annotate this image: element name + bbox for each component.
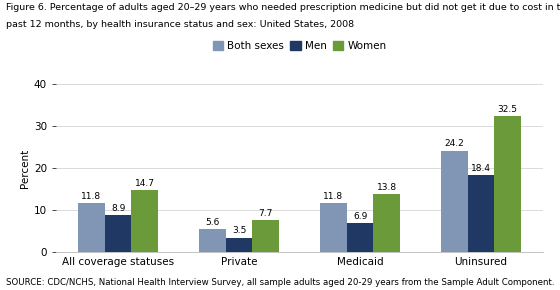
Bar xyxy=(468,175,494,252)
Bar xyxy=(374,194,400,252)
Text: 11.8: 11.8 xyxy=(324,192,343,201)
Bar xyxy=(441,151,468,252)
Bar xyxy=(320,203,347,252)
Text: SOURCE: CDC/NCHS, National Health Interview Survey, all sample adults aged 20-29: SOURCE: CDC/NCHS, National Health Interv… xyxy=(6,278,554,287)
Text: 13.8: 13.8 xyxy=(377,183,397,192)
Bar xyxy=(347,223,374,252)
Text: 7.7: 7.7 xyxy=(259,209,273,218)
Bar xyxy=(199,229,226,252)
Text: 14.7: 14.7 xyxy=(135,180,155,188)
Bar xyxy=(78,203,105,252)
Text: 18.4: 18.4 xyxy=(471,164,491,173)
Y-axis label: Percent: Percent xyxy=(20,148,30,188)
Bar xyxy=(494,116,521,252)
Bar xyxy=(253,220,279,252)
Legend: Both sexes, Men, Women: Both sexes, Men, Women xyxy=(211,39,389,53)
Text: 32.5: 32.5 xyxy=(498,104,518,113)
Text: Figure 6. Percentage of adults aged 20–29 years who needed prescription medicine: Figure 6. Percentage of adults aged 20–2… xyxy=(6,3,560,12)
Text: 5.6: 5.6 xyxy=(206,218,220,227)
Bar xyxy=(132,191,158,252)
Text: 24.2: 24.2 xyxy=(445,139,464,148)
Text: 6.9: 6.9 xyxy=(353,212,367,221)
Text: 3.5: 3.5 xyxy=(232,226,246,235)
Bar xyxy=(105,215,132,252)
Bar xyxy=(226,238,253,252)
Text: past 12 months, by health insurance status and sex: United States, 2008: past 12 months, by health insurance stat… xyxy=(6,20,354,29)
Text: 8.9: 8.9 xyxy=(111,204,125,213)
Text: 11.8: 11.8 xyxy=(81,192,101,201)
